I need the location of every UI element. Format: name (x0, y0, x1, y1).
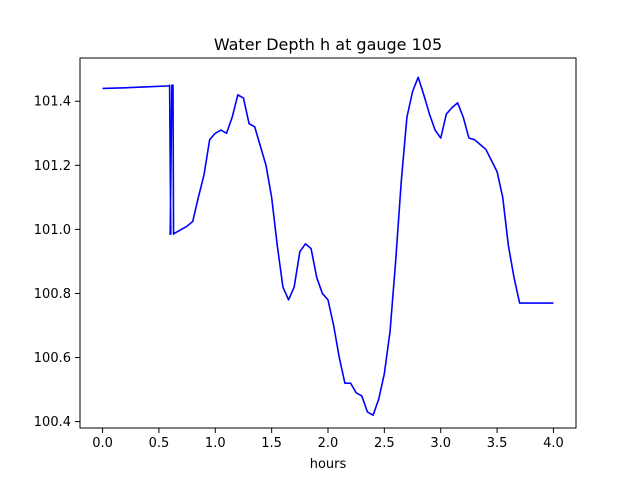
series-line-0 (102, 76, 554, 416)
y-tick-label: 100.4 (34, 415, 71, 430)
x-tick-label: 0.5 (149, 436, 170, 451)
x-axis-label: hours (310, 457, 347, 472)
x-axis-ticks: 0.0 0.5 1.0 1.5 2.0 2.5 3.0 3.5 4.0 (92, 428, 564, 451)
x-tick-label: 2.0 (318, 436, 339, 451)
x-tick-label: 3.5 (487, 436, 508, 451)
y-tick-label: 101.2 (34, 159, 71, 174)
y-axis-ticks: 100.4 100.6 100.8 101.0 101.2 101.4 (34, 95, 80, 430)
plot-area (79, 57, 577, 429)
y-tick-label: 101.0 (34, 223, 71, 238)
series-lines (102, 76, 554, 416)
x-tick-label: 3.0 (430, 436, 451, 451)
y-tick-label: 101.4 (34, 95, 71, 110)
x-tick-label: 1.0 (205, 436, 226, 451)
chart-title: Water Depth h at gauge 105 (214, 35, 442, 54)
x-tick-label: 4.0 (543, 436, 564, 451)
y-tick-label: 100.8 (34, 287, 71, 302)
x-tick-label: 0.0 (92, 436, 113, 451)
x-tick-label: 1.5 (261, 436, 282, 451)
x-tick-label: 2.5 (374, 436, 395, 451)
y-tick-label: 100.6 (34, 351, 71, 366)
